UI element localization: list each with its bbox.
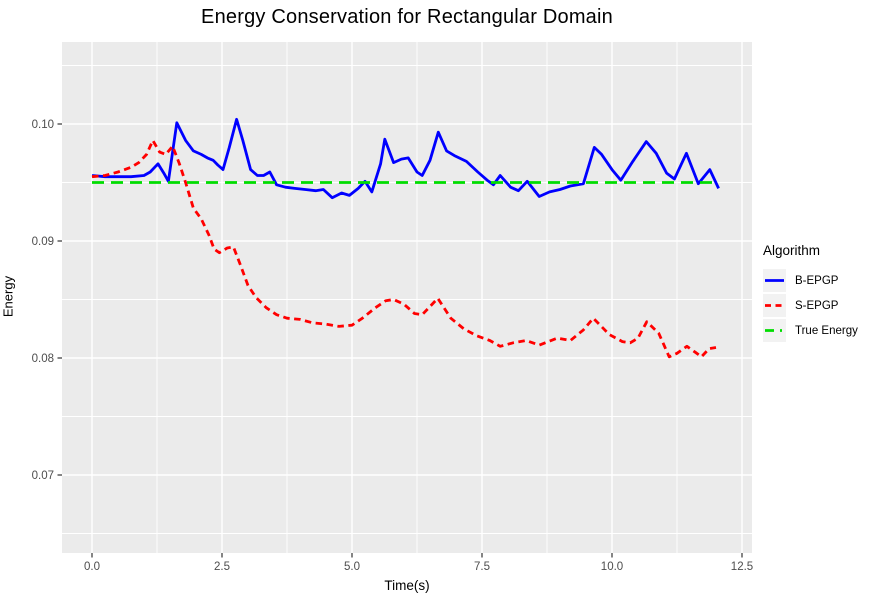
legend-entry-b-epgp: B-EPGP xyxy=(763,268,891,293)
chart-title: Energy Conservation for Rectangular Doma… xyxy=(201,6,613,28)
svg-text:0.07: 0.07 xyxy=(32,470,54,482)
legend-key-s-epgp-line-icon xyxy=(763,294,786,317)
svg-text:10.0: 10.0 xyxy=(601,561,623,573)
svg-text:2.5: 2.5 xyxy=(214,561,230,573)
legend-key-true-energy-line-icon xyxy=(763,319,786,342)
legend-label-s-epgp: S-EPGP xyxy=(795,299,839,312)
legend-entry-true-energy: True Energy xyxy=(763,318,891,343)
svg-text:12.5: 12.5 xyxy=(731,561,753,573)
legend-label-true-energy: True Energy xyxy=(795,324,858,337)
y-axis-title: Energy xyxy=(0,275,16,318)
legend: Algorithm B-EPGP S-EPGP T xyxy=(763,243,891,343)
svg-text:7.5: 7.5 xyxy=(474,561,490,573)
svg-text:5.0: 5.0 xyxy=(344,561,360,573)
legend-label-b-epgp: B-EPGP xyxy=(795,274,839,287)
x-axis-title: Time(s) xyxy=(384,578,430,593)
svg-text:0.09: 0.09 xyxy=(32,236,54,248)
svg-text:0.0: 0.0 xyxy=(84,561,100,573)
legend-entry-s-epgp: S-EPGP xyxy=(763,293,891,318)
svg-text:0.08: 0.08 xyxy=(32,353,54,365)
svg-text:0.10: 0.10 xyxy=(32,119,54,131)
legend-key-b-epgp-line-icon xyxy=(763,269,786,292)
legend-title: Algorithm xyxy=(763,243,821,258)
